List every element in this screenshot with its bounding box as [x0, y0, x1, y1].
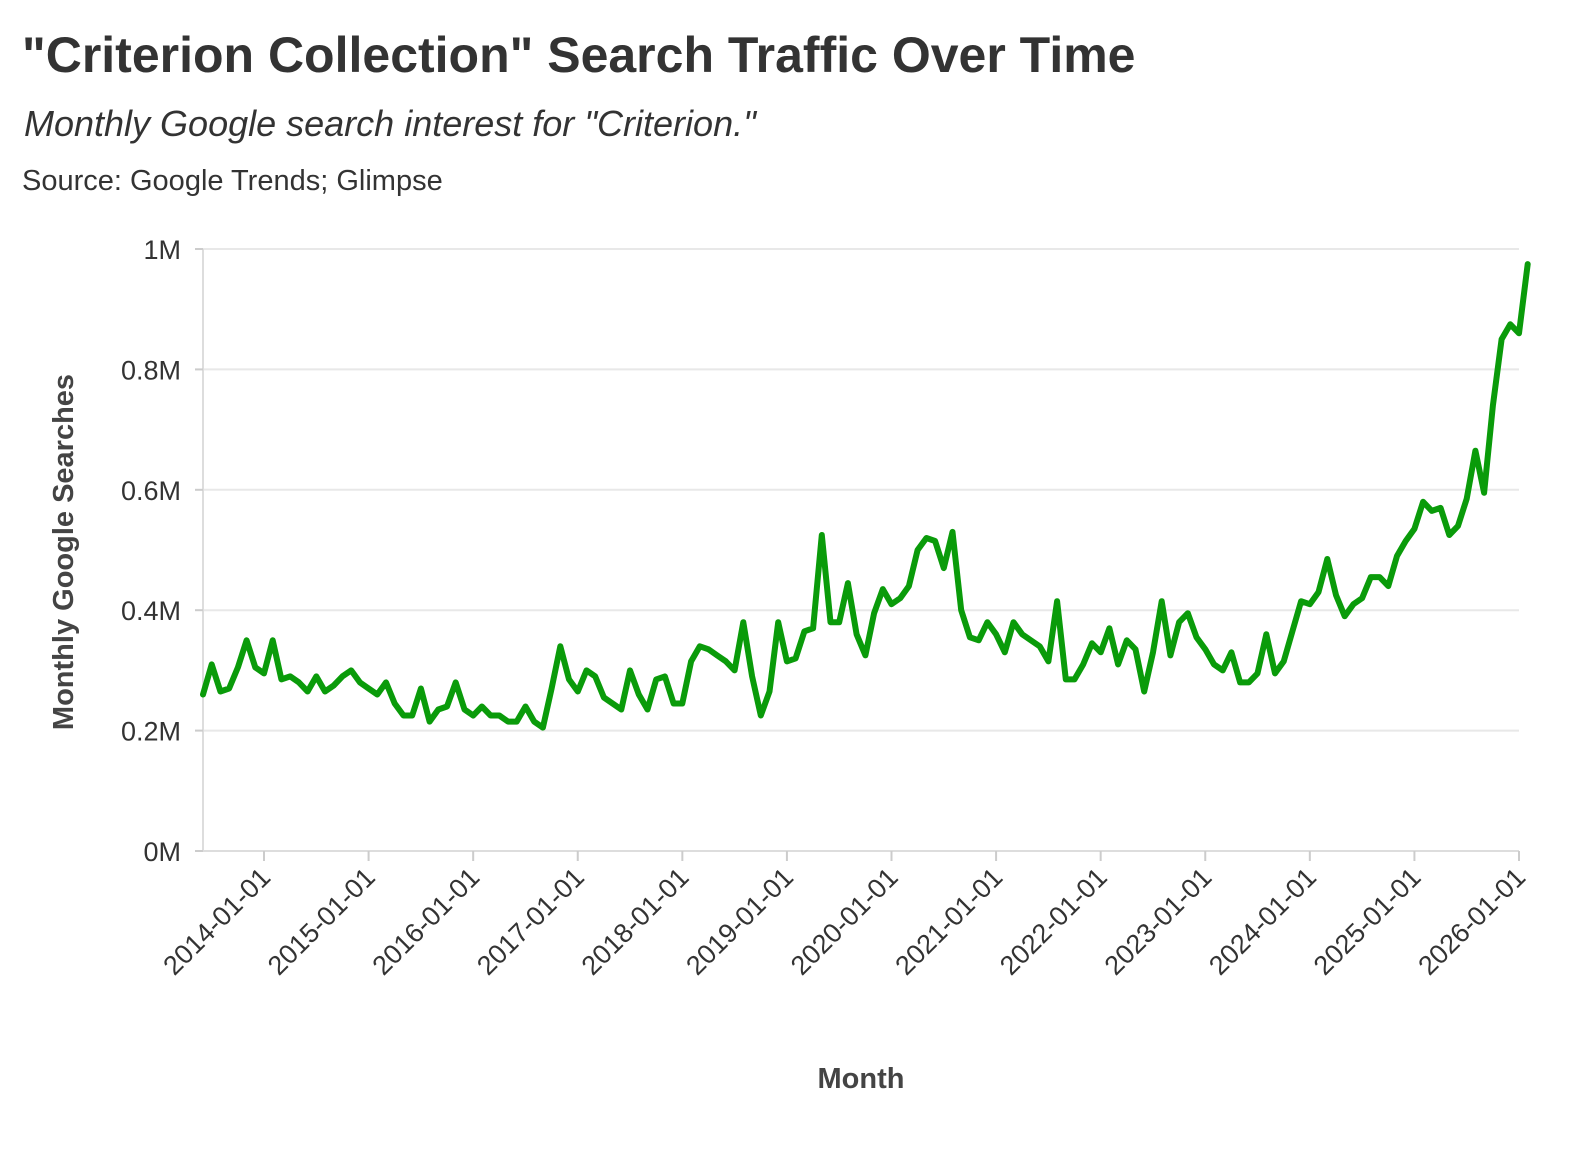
x-axis-ticks: 2014-01-012015-01-012016-01-012017-01-01…: [157, 851, 1531, 981]
axes: [202, 249, 1519, 852]
x-tick-label: 2016-01-01: [367, 862, 486, 981]
y-tick-label: 0.8M: [121, 355, 181, 385]
x-tick-label: 2025-01-01: [1308, 862, 1427, 981]
y-tick-label: 1M: [143, 235, 181, 265]
x-tick-label: 2026-01-01: [1412, 862, 1531, 981]
x-tick-label: 2014-01-01: [157, 862, 276, 981]
y-axis-ticks: 0M 0.2M 0.4M 0.6M 0.8M 1M: [121, 235, 203, 867]
x-tick-label: 2019-01-01: [680, 862, 799, 981]
x-tick-label: 2015-01-01: [262, 862, 381, 981]
y-tick-label: 0.4M: [121, 596, 181, 626]
x-tick-label: 2024-01-01: [1203, 862, 1322, 981]
x-axis-title: Month: [818, 1063, 905, 1095]
x-tick-label: 2022-01-01: [994, 862, 1113, 981]
x-tick-label: 2023-01-01: [1099, 862, 1218, 981]
x-tick-label: 2020-01-01: [785, 862, 904, 981]
x-tick-label: 2017-01-01: [471, 862, 590, 981]
y-axis-title: Monthly Google Searches: [48, 374, 80, 730]
y-tick-label: 0.6M: [121, 476, 181, 506]
x-tick-label: 2021-01-01: [889, 862, 1008, 981]
chart-subtitle: Monthly Google search interest for "Crit…: [24, 103, 756, 144]
x-tick-label: 2018-01-01: [576, 862, 695, 981]
series-line: [200, 261, 1531, 731]
gridlines: [203, 248, 1519, 852]
chart-title: "Criterion Collection" Search Traffic Ov…: [22, 27, 1136, 83]
y-tick-label: 0.2M: [121, 717, 181, 747]
y-tick-label: 0M: [143, 837, 181, 867]
chart-source: Source: Google Trends; Glimpse: [22, 165, 443, 197]
series-layer: [200, 261, 1531, 731]
